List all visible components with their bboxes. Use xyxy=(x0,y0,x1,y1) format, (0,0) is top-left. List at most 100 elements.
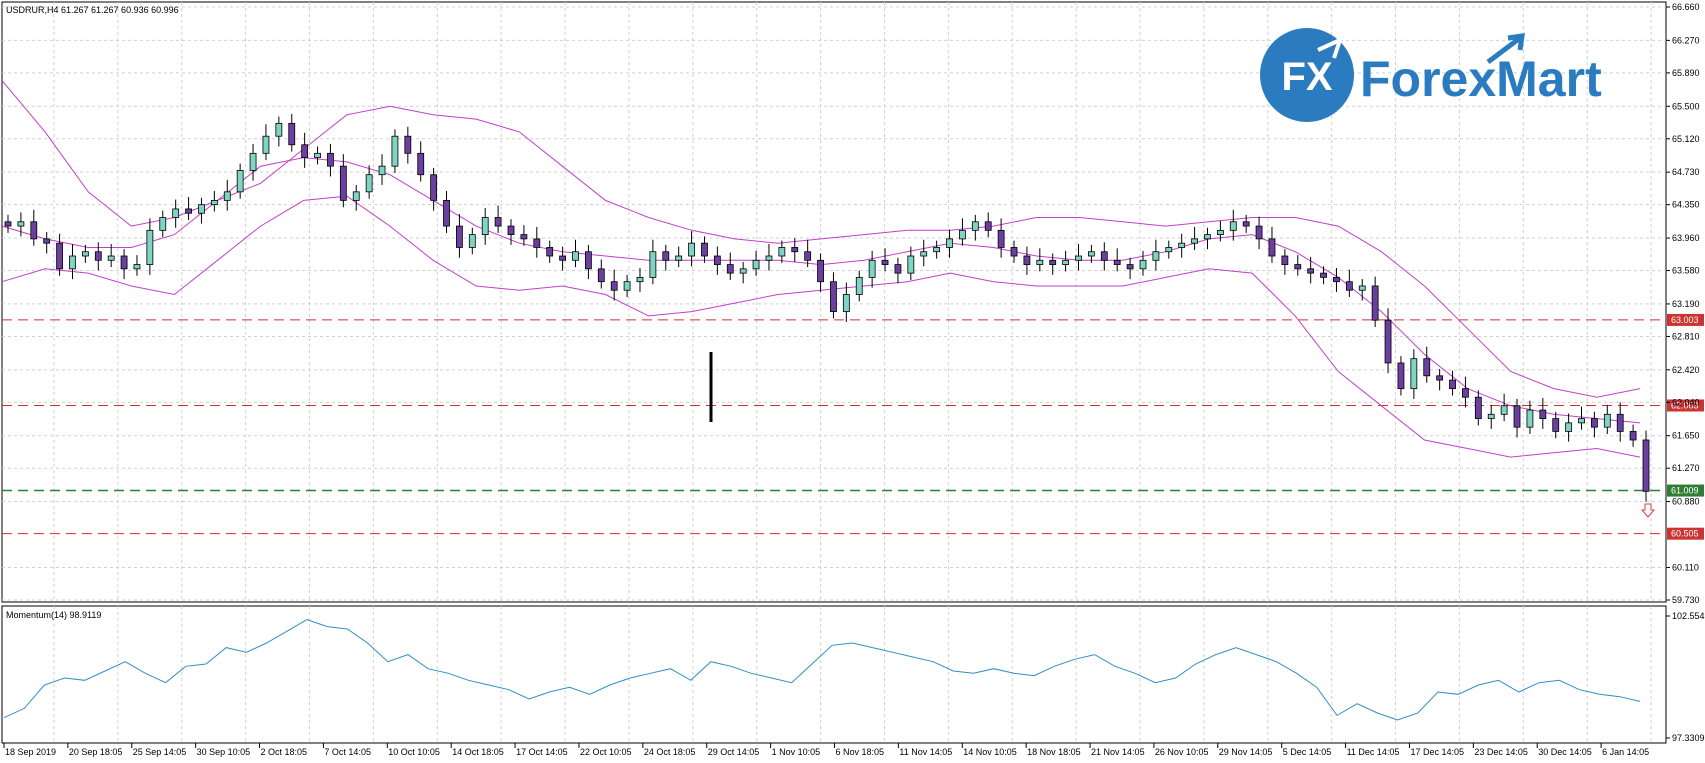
y-tick-label: 61.270 xyxy=(1672,463,1700,473)
price-axis: 66.660 66.270 65.890 65.500 65.120 64.730 64.3… xyxy=(1666,2,1700,605)
candle-body xyxy=(984,221,992,231)
x-tick-label: 6 Nov 18:05 xyxy=(836,747,885,757)
level-label: 61.009 xyxy=(1671,486,1699,496)
candle-body xyxy=(920,251,928,257)
x-tick-label: 30 Dec 14:05 xyxy=(1538,747,1592,757)
level-badge xyxy=(1667,484,1704,497)
candle-body xyxy=(1410,358,1418,390)
x-tick-label: 6 Jan 14:05 xyxy=(1602,747,1649,757)
candle-body xyxy=(1255,225,1263,240)
candle-body xyxy=(107,255,115,261)
candle-body xyxy=(1371,285,1379,321)
candle-body xyxy=(971,221,979,231)
candle-body xyxy=(210,199,218,206)
x-tick-label: 10 Oct 10:05 xyxy=(388,747,440,757)
candle-body xyxy=(791,247,799,253)
momentum-panel-frame xyxy=(1,605,1667,744)
candle-body xyxy=(1436,375,1444,381)
momentum-tick-label: 97.3309 xyxy=(1672,733,1705,743)
candle-body xyxy=(1474,396,1482,419)
candle-body xyxy=(752,259,760,270)
candle-body xyxy=(94,251,102,261)
x-tick-label: 11 Dec 14:05 xyxy=(1347,747,1400,757)
candle-body xyxy=(997,229,1005,248)
candle-body xyxy=(1539,409,1547,419)
candle-body xyxy=(69,255,76,270)
candle-body xyxy=(301,144,309,159)
x-tick-label: 1 Nov 10:05 xyxy=(772,747,821,757)
candle-body xyxy=(1642,439,1650,492)
candle-body xyxy=(417,152,425,176)
level-lines: 63.003 62.003 61.009 60.505 xyxy=(2,313,1704,540)
candle-body xyxy=(1294,264,1302,270)
logo-mark: FX xyxy=(1281,55,1332,99)
candle-body xyxy=(1075,255,1082,261)
candle-body xyxy=(159,217,167,231)
candle-body xyxy=(172,208,180,218)
candle-body xyxy=(855,277,863,295)
candle-body xyxy=(365,174,373,193)
x-tick-label: 29 Nov 14:05 xyxy=(1219,747,1273,757)
candle-body xyxy=(572,251,579,261)
candle-body xyxy=(1487,413,1495,419)
candle-body xyxy=(146,229,154,265)
candle-body xyxy=(1565,422,1573,432)
candle-body xyxy=(1320,272,1327,278)
candle-body xyxy=(533,238,541,248)
candle-body xyxy=(1603,413,1611,428)
y-tick-label: 63.580 xyxy=(1672,266,1700,276)
y-tick-label: 62.810 xyxy=(1672,331,1700,341)
y-tick-label: 66.660 xyxy=(1672,2,1700,12)
momentum-label: Momentum(14) 98.9119 xyxy=(6,610,101,620)
x-tick-label: 5 Dec 14:05 xyxy=(1283,747,1332,757)
candle-body xyxy=(1345,281,1353,291)
y-tick-label: 64.730 xyxy=(1672,167,1700,177)
candle-body xyxy=(959,229,966,240)
candle-body xyxy=(236,170,244,193)
time-axis: 18 Sep 2019 20 Sep 18:05 25 Sep 14:05 30 Se… xyxy=(3,743,1649,757)
candle-body xyxy=(1268,238,1276,257)
candle-body xyxy=(1049,259,1057,265)
candle-body xyxy=(275,122,283,137)
candle-body xyxy=(1513,405,1521,428)
x-tick-label: 30 Sep 10:05 xyxy=(197,747,251,757)
candle-body xyxy=(610,281,618,291)
candle-body xyxy=(1242,221,1250,227)
sell-arrow-icon xyxy=(1640,503,1656,518)
candle-body xyxy=(726,264,734,274)
candle-body xyxy=(1113,259,1121,265)
y-tick-label: 62.040 xyxy=(1672,397,1700,407)
candle-body xyxy=(17,221,25,227)
candle-body xyxy=(1281,255,1289,265)
x-tick-label: 7 Oct 14:05 xyxy=(324,747,371,757)
candle-body xyxy=(946,238,953,248)
candle-body xyxy=(868,259,876,278)
candle-body xyxy=(894,264,902,274)
candle-body xyxy=(339,165,347,201)
y-tick-label: 63.960 xyxy=(1672,233,1700,243)
x-tick-label: 22 Oct 10:05 xyxy=(580,747,632,757)
candle-body xyxy=(636,277,644,283)
candle-body xyxy=(56,242,63,270)
candle-body xyxy=(830,281,837,313)
candle-body xyxy=(43,238,51,244)
candle-body xyxy=(688,242,695,257)
candle-body xyxy=(1229,221,1237,231)
candle-body xyxy=(1100,251,1108,261)
candle-body xyxy=(559,255,566,261)
candle-body xyxy=(907,255,915,274)
candle-body xyxy=(1307,268,1315,274)
candle-body xyxy=(1036,259,1044,265)
candle-body xyxy=(584,251,592,270)
level-badge xyxy=(1667,313,1704,326)
candle-body xyxy=(1578,418,1585,424)
level-badge xyxy=(1667,399,1704,412)
candle-body xyxy=(933,247,941,253)
candle-body xyxy=(391,135,399,167)
level-badge xyxy=(1667,527,1704,540)
candle-body xyxy=(133,264,141,270)
candle-body xyxy=(198,204,205,214)
candle-body xyxy=(1616,413,1624,432)
candle-body xyxy=(443,199,450,227)
